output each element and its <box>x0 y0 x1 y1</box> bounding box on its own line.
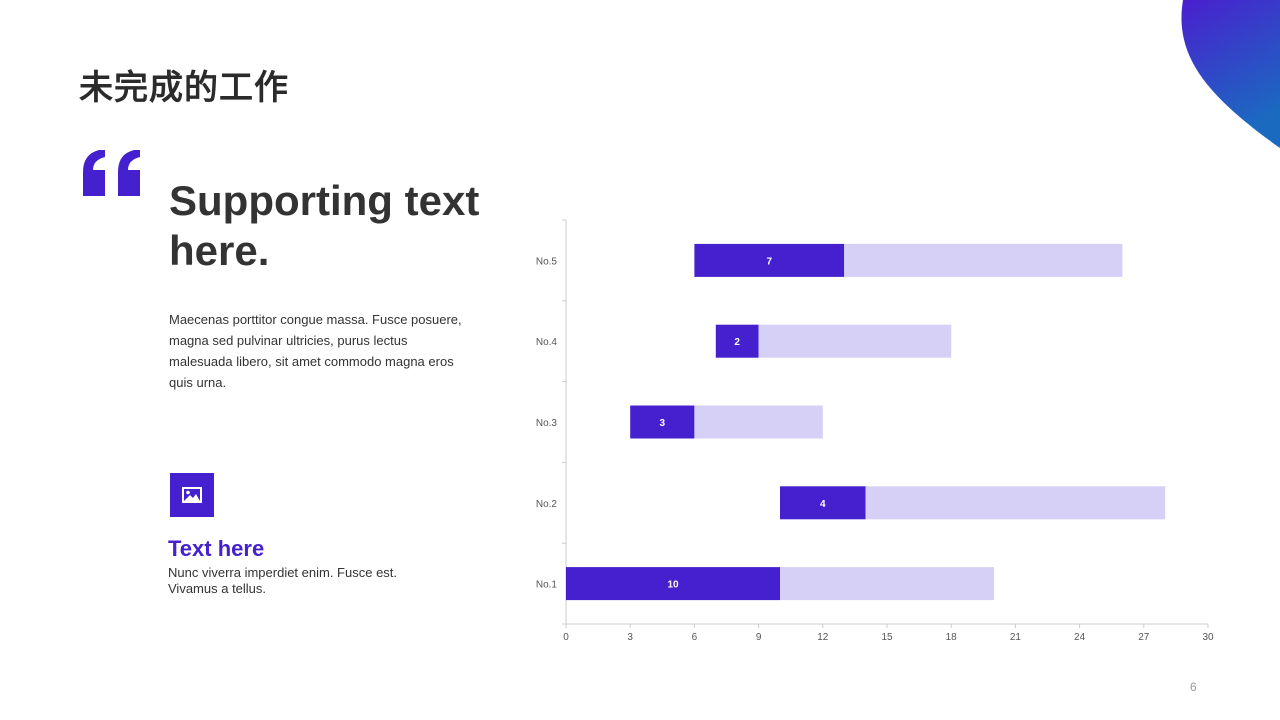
y-tick-label: No.2 <box>536 499 558 510</box>
y-tick-label: No.3 <box>536 418 558 429</box>
bar-segment <box>715 324 759 358</box>
page-title: 未完成的工作 <box>79 68 289 108</box>
bar-segment <box>780 486 866 520</box>
bar-segment <box>844 243 1123 277</box>
data-label: 3 <box>660 418 666 429</box>
bar-segment <box>694 405 823 439</box>
bar-segment <box>758 324 952 358</box>
x-tick-label: 9 <box>756 632 762 643</box>
data-label: 10 <box>667 580 679 591</box>
bar-segment <box>780 567 994 601</box>
data-label: 7 <box>767 256 773 267</box>
x-tick-label: 15 <box>881 632 893 643</box>
bar-segment <box>566 567 780 601</box>
x-tick-label: 0 <box>563 632 569 643</box>
x-tick-label: 3 <box>627 632 633 643</box>
corner-blob-decoration <box>1181 0 1280 148</box>
data-label: 2 <box>734 337 740 348</box>
x-tick-label: 27 <box>1138 632 1150 643</box>
sub-title: Text here <box>168 536 265 561</box>
x-tick-label: 6 <box>692 632 698 643</box>
sub-text: Nunc viverra imperdiet enim. Fusce est. … <box>168 565 398 596</box>
y-tick-label: No.5 <box>536 256 558 267</box>
data-label: 4 <box>820 499 826 510</box>
body-paragraph: Maecenas porttitor congue massa. Fusce p… <box>169 312 462 390</box>
image-icon <box>170 473 214 517</box>
page-number: 6 <box>1190 680 1197 694</box>
y-tick-label: No.1 <box>536 580 558 591</box>
x-tick-label: 12 <box>817 632 829 643</box>
bar-segment <box>694 243 845 277</box>
quote-icon <box>83 150 140 196</box>
y-tick-label: No.4 <box>536 337 558 348</box>
x-tick-label: 30 <box>1202 632 1214 643</box>
headline: Supporting text here. <box>169 177 480 275</box>
bar-segment <box>630 405 695 439</box>
bar-chart: 0 3 6 9 12 15 18 21 24 27 30 No.1 10 No.2 4 No.3 3 No.4 2 N… <box>536 219 1214 643</box>
x-tick-label: 18 <box>946 632 958 643</box>
bar-segment <box>865 486 1166 520</box>
x-tick-label: 24 <box>1074 632 1086 643</box>
x-tick-label: 21 <box>1010 632 1022 643</box>
